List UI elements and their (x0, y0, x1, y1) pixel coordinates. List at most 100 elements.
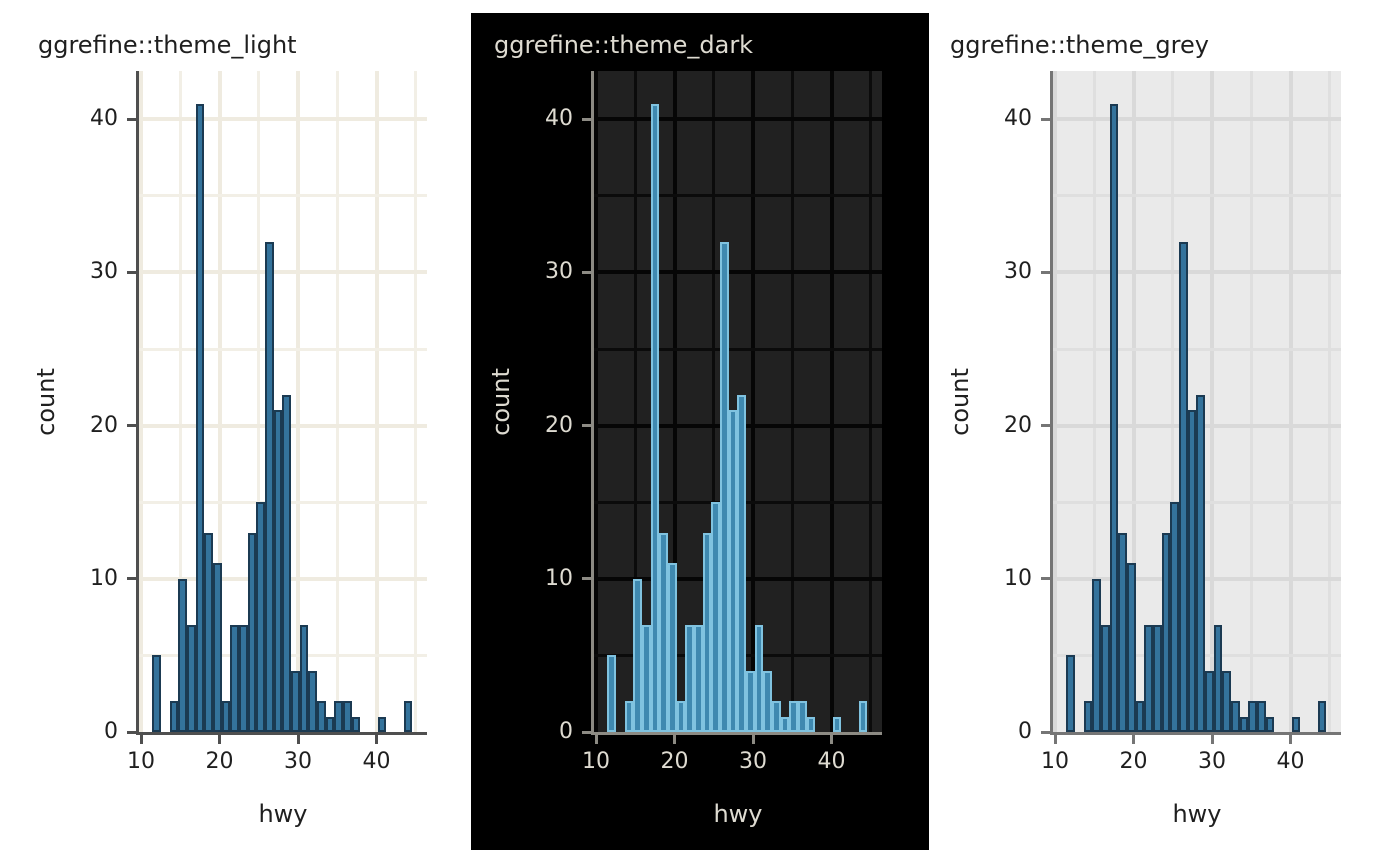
x-tick-label: 20 (1119, 749, 1148, 774)
gridline-major (1053, 270, 1341, 275)
histogram-bar (789, 701, 798, 732)
y-tick-label: 40 (1004, 106, 1032, 132)
x-tick-mark (375, 735, 378, 744)
histogram-bar (719, 241, 729, 732)
gridline-minor (139, 347, 427, 351)
y-tick-label: 30 (1004, 259, 1032, 285)
x-axis-title-grey: hwy (1172, 800, 1222, 828)
x-tick-label: 40 (817, 749, 846, 774)
y-tick-label: 40 (90, 106, 118, 132)
gridline-minor (594, 194, 882, 198)
y-tick-mark (582, 577, 591, 581)
plot-area-dark (594, 71, 882, 732)
histogram-bar (1118, 532, 1127, 732)
histogram-bar (797, 701, 807, 732)
histogram-bar (771, 701, 781, 732)
histogram-bar (806, 716, 816, 732)
x-tick-mark (830, 735, 833, 744)
panel-title-grey: ggrefine::theme_grey (950, 31, 1209, 59)
y-axis-line (591, 71, 594, 735)
x-tick-label: 30 (284, 749, 312, 774)
x-tick-mark (1132, 735, 1135, 744)
histogram-bar (273, 410, 283, 732)
x-tick-label: 10 (127, 749, 155, 774)
histogram-bar (650, 103, 660, 732)
histogram-bar (299, 624, 309, 732)
histogram-bar (780, 716, 790, 732)
y-tick-label: 0 (104, 719, 118, 744)
histogram-bar (1213, 624, 1223, 732)
histogram-bar (1161, 532, 1171, 732)
gridline-major (1053, 117, 1341, 122)
histogram-bar (1144, 624, 1153, 732)
y-tick-label: 30 (90, 259, 118, 285)
gridline-minor (257, 71, 261, 732)
gridline-minor (335, 71, 339, 732)
histogram-bar (711, 502, 720, 732)
x-tick-mark (139, 735, 143, 744)
histogram-bar (685, 624, 694, 732)
gridline-major (296, 71, 300, 732)
histogram-bar (221, 701, 231, 732)
x-tick-label: 40 (362, 749, 391, 774)
x-tick-mark (673, 735, 676, 744)
gridline-major (139, 71, 143, 732)
histogram-bar (1317, 701, 1327, 732)
histogram-bar (1100, 624, 1110, 732)
y-tick-mark (127, 270, 136, 274)
y-tick-mark (1041, 424, 1050, 428)
histogram-bar (659, 532, 668, 732)
histogram-bar (212, 563, 222, 732)
histogram-bar (1265, 716, 1275, 732)
gridline-minor (1328, 71, 1332, 732)
gridline-minor (1249, 71, 1253, 732)
histogram-bar (204, 532, 213, 732)
histogram-bar (737, 394, 746, 732)
gridline-major (217, 71, 222, 732)
histogram-bar (169, 701, 179, 732)
histogram-bar (624, 701, 634, 732)
y-tick-label: 40 (545, 106, 573, 132)
histogram-bar (1187, 410, 1197, 732)
x-tick-label: 10 (1041, 749, 1069, 774)
histogram-bar (403, 701, 413, 732)
x-tick-mark (1289, 735, 1292, 744)
y-tick-mark (127, 117, 136, 121)
histogram-bar (858, 701, 868, 732)
y-tick-mark (1041, 270, 1050, 274)
gridline-minor (1053, 347, 1341, 351)
histogram-bar (1135, 701, 1145, 732)
x-tick-mark (594, 735, 598, 744)
histogram-bar (1083, 701, 1093, 732)
histogram-bar (195, 103, 205, 732)
histogram-bar (152, 655, 162, 732)
gridline-major (1131, 71, 1136, 732)
x-axis-title-light: hwy (258, 800, 308, 828)
histogram-bar (1256, 701, 1266, 732)
gridline-major (751, 71, 755, 732)
histogram-bar (1178, 241, 1188, 732)
gridline-minor (712, 71, 716, 732)
y-tick-label: 20 (545, 412, 573, 438)
histogram-bar (754, 624, 764, 732)
gridline-major (139, 270, 427, 275)
histogram-bar (291, 670, 300, 732)
gridline-major (829, 71, 834, 732)
x-tick-label: 30 (739, 749, 767, 774)
histogram-bar (763, 670, 772, 732)
x-tick-label: 30 (1198, 749, 1226, 774)
x-tick-label: 20 (205, 749, 234, 774)
gridline-minor (414, 71, 418, 732)
histogram-bar (1126, 563, 1136, 732)
x-tick-label: 10 (582, 749, 610, 774)
y-tick-mark (127, 730, 136, 734)
histogram-bar (186, 624, 196, 732)
y-tick-label: 30 (545, 259, 573, 285)
gridline-major (594, 117, 882, 122)
histogram-bar (746, 670, 755, 732)
y-tick-mark (127, 577, 136, 581)
y-tick-mark (127, 424, 136, 428)
gridline-major (1210, 71, 1214, 732)
y-tick-mark (582, 270, 591, 274)
histogram-bar (641, 624, 651, 732)
